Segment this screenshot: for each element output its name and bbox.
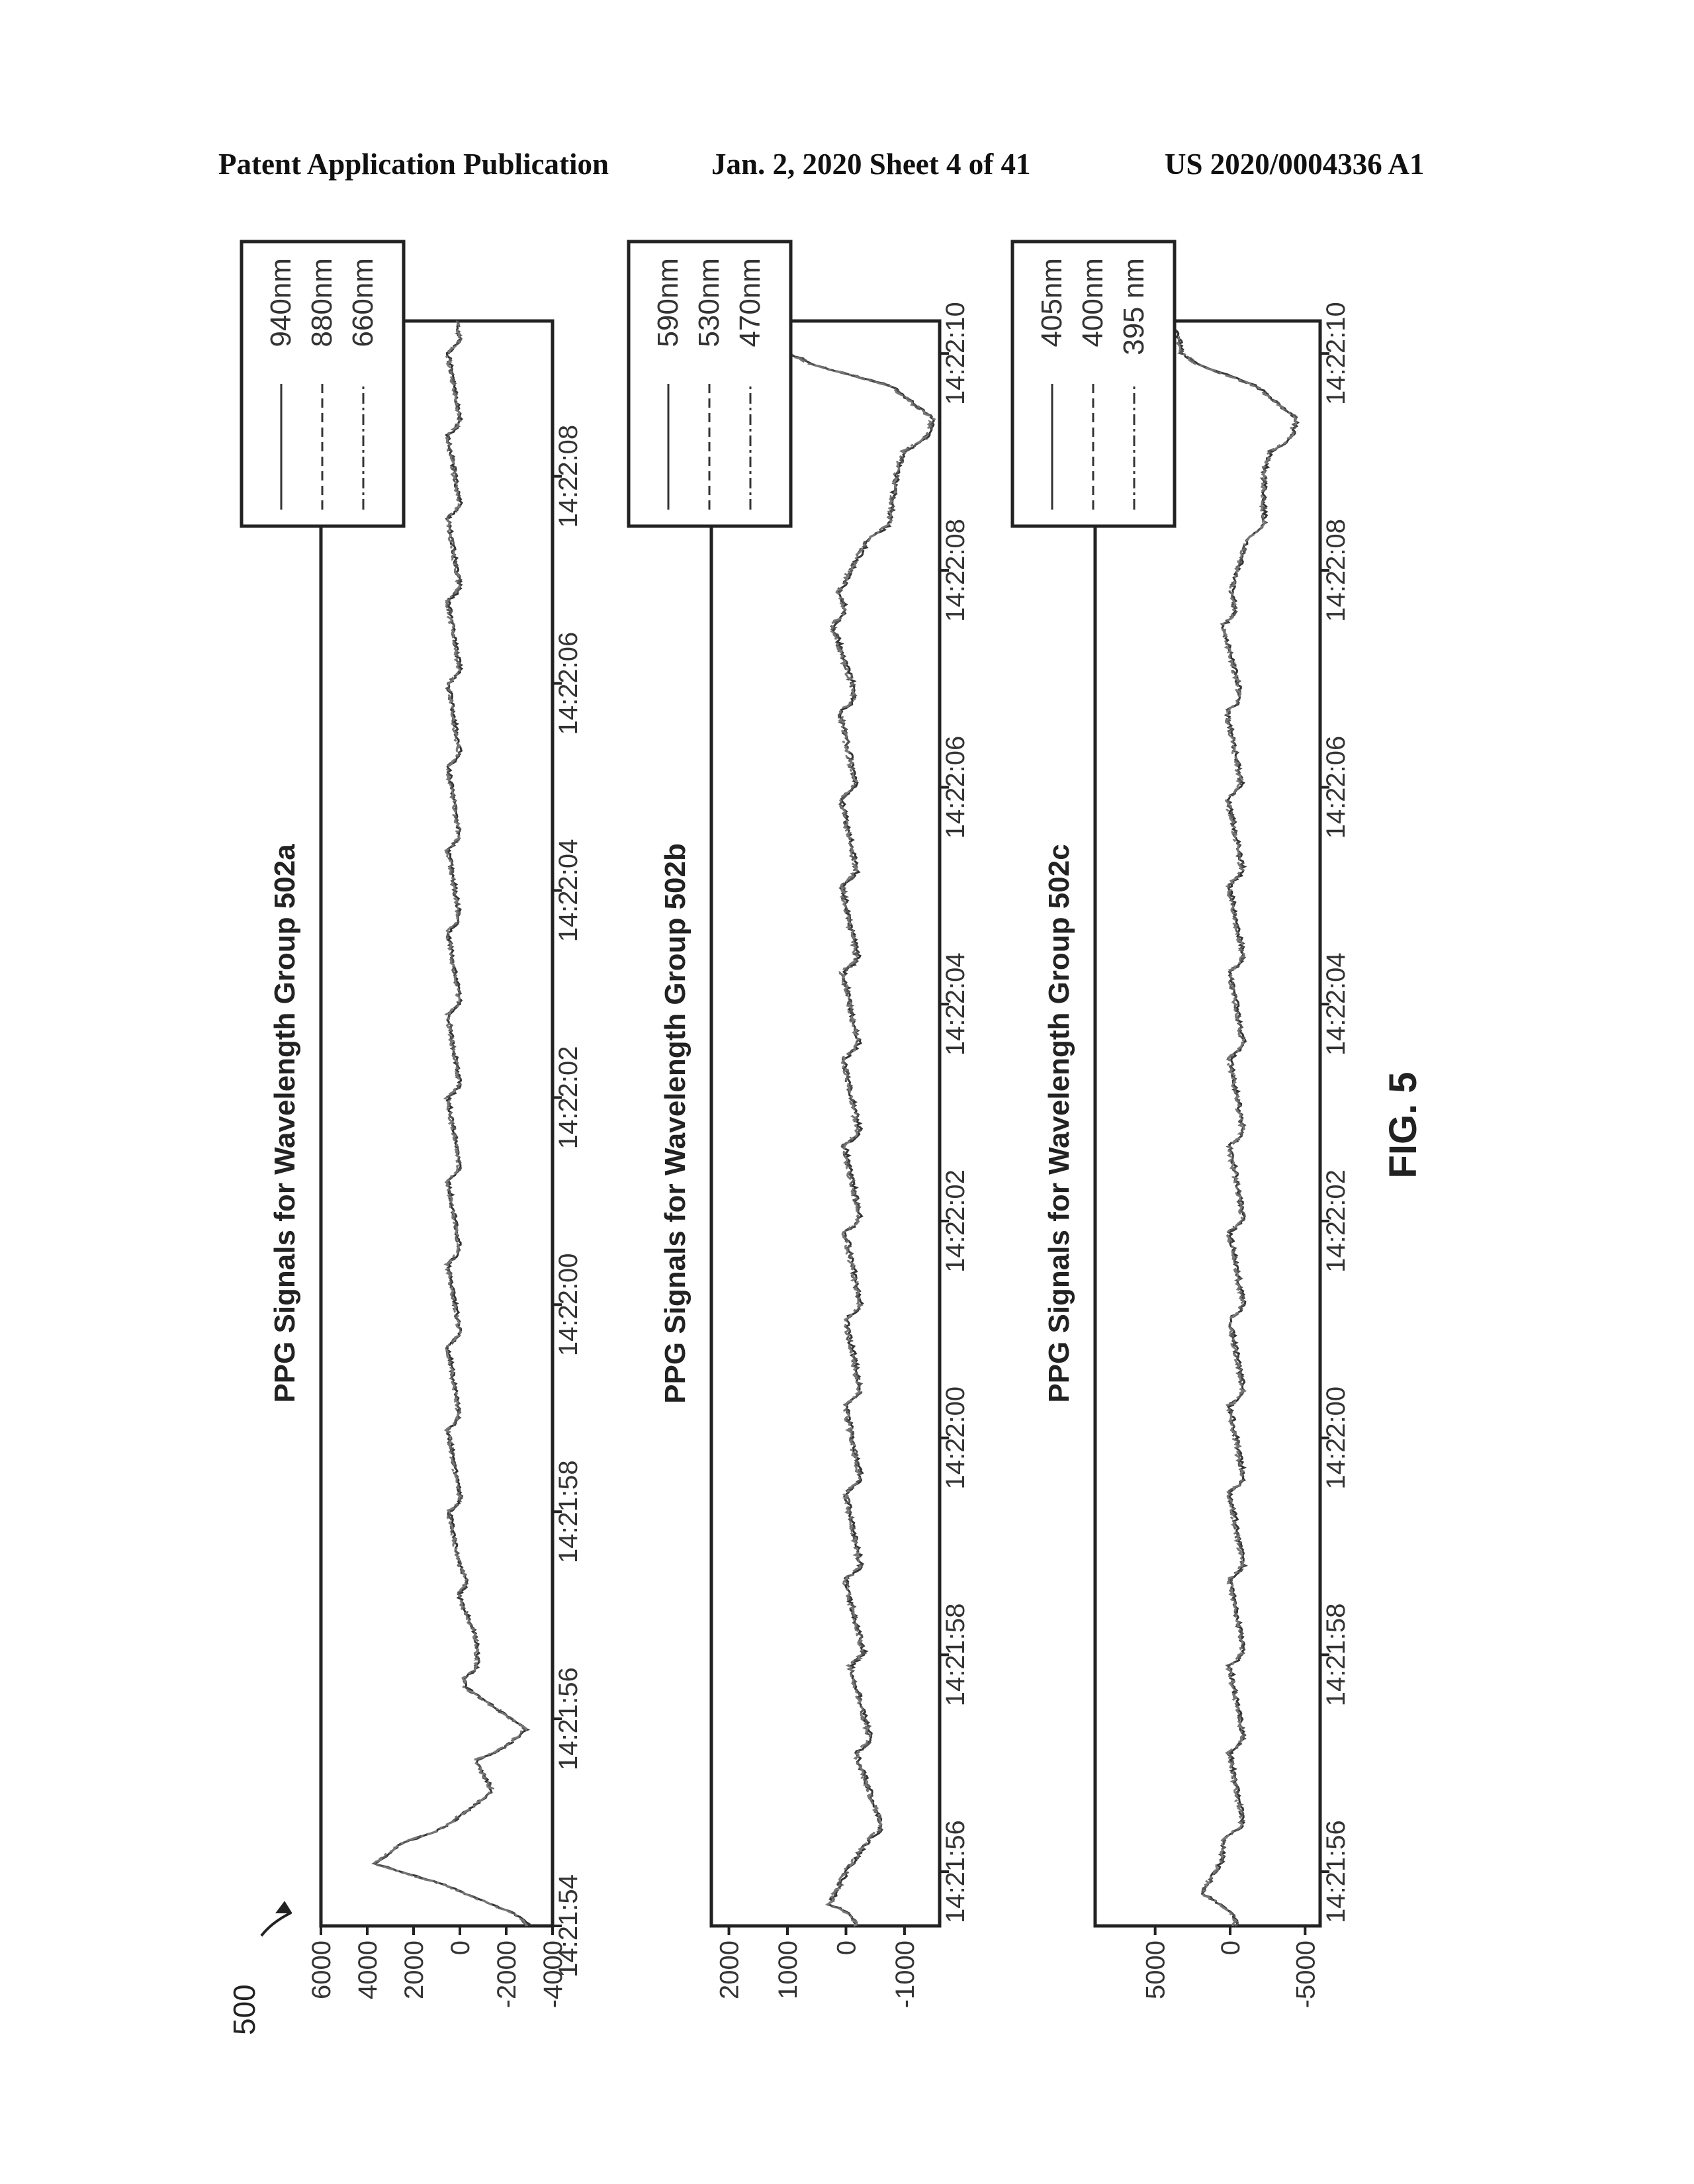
legend: 940nm 880nm 660nm [240, 240, 406, 528]
x-tick-label: 14:22:00 [1321, 1387, 1351, 1490]
series-line-3 [371, 320, 528, 1927]
series-line-3 [766, 320, 937, 1927]
y-tick-label: -2000 [492, 1940, 521, 2008]
x-tick-label: 14:22:06 [941, 736, 970, 839]
x-tick-label: 14:22:02 [941, 1169, 970, 1273]
x-tick-label: 14:22:04 [1321, 952, 1351, 1056]
x-tick-label: 14:21:56 [1321, 1820, 1351, 1923]
x-tick-label: 14:22:08 [1321, 519, 1351, 622]
x-tick-label: 14:22:10 [1321, 302, 1351, 405]
y-tick-label: 5000 [1141, 1940, 1171, 1999]
x-tick-label: 14:22:10 [941, 302, 970, 405]
series-line-2 [1167, 320, 1299, 1927]
chart-title: PPG Signals for Wavelength Group 502a [269, 844, 301, 1403]
legend-label: 880nm [306, 258, 338, 347]
legend-label: 405nm [1036, 258, 1068, 347]
x-tick-label: 14:22:04 [941, 952, 970, 1056]
x-tick-label: 14:22:04 [554, 839, 583, 942]
legend-label: 470nm [734, 258, 766, 347]
y-tick-label: -5000 [1291, 1940, 1320, 2008]
legend-label: 590nm [652, 258, 684, 347]
plot-frame [709, 319, 942, 1928]
x-tick-label: 14:22:00 [941, 1387, 970, 1490]
y-tick-label: 0 [832, 1940, 861, 1955]
plot-frame [1093, 319, 1322, 1928]
y-tick-label: 0 [1216, 1940, 1245, 1955]
series-line-2 [764, 320, 936, 1927]
figure-caption: FIG. 5 [1382, 1071, 1425, 1178]
chart-panel-1: PPG Signals for Wavelength Group 502a 14:… [240, 240, 583, 2008]
y-tick-label: -4000 [539, 1940, 568, 2008]
legend-label: 395 nm [1118, 258, 1150, 355]
legend: 590nm 530nm 470nm [627, 240, 793, 528]
y-tick-label: -1000 [891, 1940, 920, 2008]
y-tick-label: 1000 [774, 1940, 803, 1999]
y-tick-label: 2000 [400, 1940, 429, 1999]
x-tick-label: 14:22:08 [554, 425, 583, 528]
legend-label: 400nm [1077, 258, 1109, 347]
x-tick-label: 14:21:56 [941, 1820, 970, 1923]
legend-label: 940nm [265, 258, 297, 347]
y-tick-label: 4000 [353, 1940, 382, 1999]
series-line-1 [765, 320, 935, 1927]
x-tick-label: 14:22:08 [941, 519, 970, 622]
x-tick-label: 14:21:58 [554, 1460, 583, 1563]
header-date-sheet: Jan. 2, 2020 Sheet 4 of 41 [711, 148, 1031, 181]
series-line-3 [1168, 320, 1298, 1927]
plot-frame [319, 319, 555, 1928]
chart-panel-2: PPG Signals for Wavelength Group 502b 14:… [627, 240, 970, 2008]
figure-ref-arrow [260, 1911, 292, 1937]
series-line-1 [1168, 320, 1300, 1927]
x-tick-label: 14:21:54 [554, 1874, 583, 1978]
x-tick-label: 14:21:56 [554, 1667, 583, 1770]
x-tick-label: 14:22:00 [554, 1253, 583, 1356]
y-tick-label: 6000 [307, 1940, 336, 1999]
figure-ref-label: 500 [227, 1984, 261, 2035]
x-tick-label: 14:21:58 [941, 1604, 970, 1707]
header-publication: Patent Application Publication [218, 148, 609, 181]
x-tick-label: 14:21:58 [1321, 1604, 1351, 1707]
chart-panel-3: PPG Signals for Wavelength Group 502c 14:… [1010, 240, 1351, 2008]
chart-title: PPG Signals for Wavelength Group 502c [1043, 844, 1075, 1402]
figure-ref: 500 [227, 1901, 292, 2035]
legend-label: 660nm [347, 258, 379, 347]
y-tick-label: 2000 [715, 1940, 744, 1999]
chart-title: PPG Signals for Wavelength Group 502b [659, 843, 691, 1404]
y-tick-label: 0 [446, 1940, 475, 1955]
legend-label: 530nm [693, 258, 725, 347]
arrow-head-icon [275, 1901, 292, 1913]
x-tick-label: 14:22:06 [1321, 736, 1351, 839]
x-tick-label: 14:22:02 [554, 1046, 583, 1150]
page-header: Patent Application Publication Jan. 2, 2… [0, 147, 1694, 187]
x-tick-label: 14:22:06 [554, 632, 583, 735]
header-patent-number: US 2020/0004336 A1 [1165, 148, 1425, 181]
legend: 405nm 400nm 395 nm [1010, 240, 1177, 528]
x-tick-label: 14:22:02 [1321, 1169, 1351, 1273]
